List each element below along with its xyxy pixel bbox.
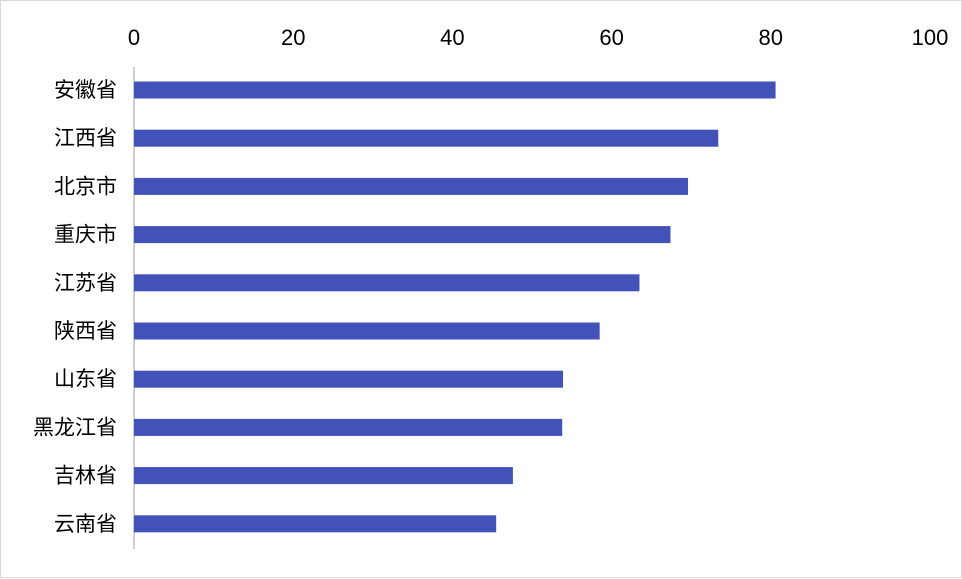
bar bbox=[134, 274, 640, 292]
bar bbox=[134, 515, 497, 533]
bar bbox=[134, 467, 513, 485]
category-label: 安徽省 bbox=[54, 78, 117, 102]
category-label: 吉林省 bbox=[54, 464, 117, 488]
bar bbox=[134, 418, 563, 436]
x-tick-label: 40 bbox=[440, 25, 464, 50]
category-label: 山东省 bbox=[54, 367, 117, 391]
category-label: 江西省 bbox=[54, 126, 117, 150]
bars bbox=[134, 81, 776, 533]
category-label: 云南省 bbox=[54, 512, 117, 536]
category-label: 黑龙江省 bbox=[33, 415, 117, 439]
x-tick-label: 80 bbox=[759, 25, 783, 50]
bar bbox=[134, 81, 776, 99]
x-tick-label: 60 bbox=[599, 25, 623, 50]
category-label: 陕西省 bbox=[54, 319, 117, 343]
x-tick-label: 0 bbox=[128, 25, 140, 50]
bar bbox=[134, 129, 719, 147]
x-axis-ticks: 0 20 40 60 80 100 bbox=[128, 25, 948, 50]
category-label: 北京市 bbox=[54, 174, 117, 198]
category-label: 重庆市 bbox=[54, 223, 117, 247]
x-tick-label: 20 bbox=[281, 25, 305, 50]
bar bbox=[134, 177, 689, 195]
x-tick-label: 100 bbox=[912, 25, 949, 50]
category-label: 江苏省 bbox=[54, 271, 117, 295]
bar bbox=[134, 226, 671, 244]
bar bbox=[134, 370, 564, 388]
bar bbox=[134, 322, 600, 340]
